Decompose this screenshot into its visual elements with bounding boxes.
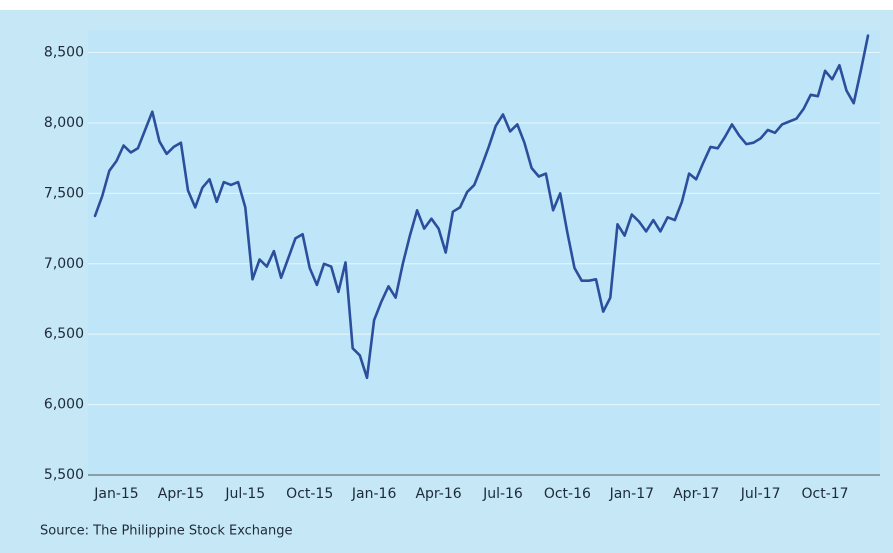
x-tick-label: Oct-16 bbox=[544, 486, 591, 502]
y-tick-label: 6,500 bbox=[44, 326, 84, 342]
x-tick-label: Jul-17 bbox=[740, 486, 781, 502]
y-tick-label: 6,000 bbox=[44, 397, 84, 413]
x-tick-label: Apr-16 bbox=[415, 486, 461, 502]
y-tick-label: 7,500 bbox=[44, 185, 84, 201]
x-tick-label: Jan-16 bbox=[351, 486, 397, 502]
x-tick-label: Jul-15 bbox=[224, 486, 265, 502]
x-tick-label: Oct-15 bbox=[286, 486, 333, 502]
y-tick-label: 8,000 bbox=[44, 115, 84, 131]
y-tick-label: 5,500 bbox=[44, 467, 84, 483]
x-tick-label: Apr-15 bbox=[158, 486, 204, 502]
x-tick-label: Jul-16 bbox=[482, 486, 523, 502]
source-note: Source: The Philippine Stock Exchange bbox=[40, 524, 293, 539]
price-line bbox=[93, 34, 870, 380]
x-tick-label: Jan-15 bbox=[93, 486, 138, 502]
plot-area bbox=[88, 30, 880, 475]
x-tick-label: Oct-17 bbox=[802, 486, 849, 502]
x-tick-label: Jan-17 bbox=[609, 486, 654, 502]
y-tick-label: 8,500 bbox=[44, 45, 84, 61]
x-tick-label: Apr-17 bbox=[673, 486, 719, 502]
y-tick-label: 7,000 bbox=[44, 256, 84, 272]
